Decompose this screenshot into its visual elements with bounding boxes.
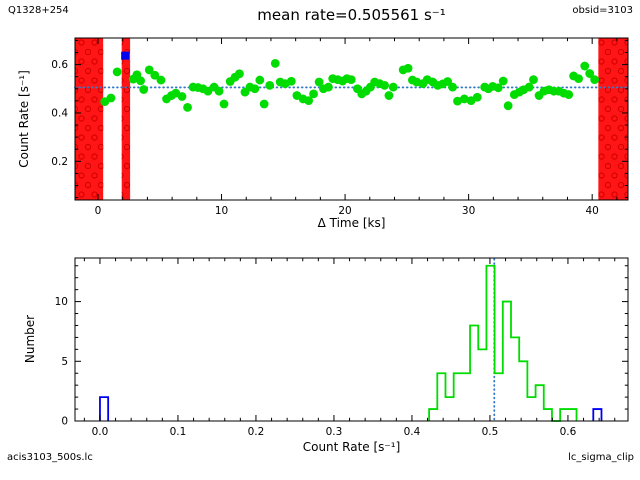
good-rate-point — [183, 102, 192, 112]
good-rate-point — [250, 84, 260, 94]
histogram-spines — [74, 257, 629, 422]
histogram-x-tick-label: 0.5 — [482, 426, 499, 438]
good-rate-point — [259, 99, 269, 109]
good-rate-point — [323, 82, 333, 92]
histogram-axes: 0.0 0.1 0.2 0.3 0.4 0.5 0.6 0 5 10 — [55, 257, 629, 438]
tool-name: lc_sigma_clip — [568, 452, 634, 463]
good-rate-point — [139, 85, 149, 94]
good-rate-point — [524, 82, 534, 92]
obsid-label: obsid=3103 — [572, 5, 633, 16]
good-rate-point — [177, 92, 187, 101]
lightcurve-y-tick-label: 0.2 — [51, 156, 68, 168]
good-rate-point — [459, 94, 469, 104]
good-rate-point — [384, 91, 394, 100]
histogram-y-tick-label: 5 — [61, 356, 68, 368]
clipped-rate-bin — [99, 396, 110, 421]
excluded-time-band-hatch — [75, 38, 104, 200]
good-rate-point — [214, 86, 224, 96]
histogram-x-axis-label: Count Rate [s⁻¹] — [302, 440, 401, 454]
good-rate-point — [590, 75, 600, 84]
lightcurve-y-tick-label: 0.6 — [51, 59, 68, 71]
lightcurve-filename: acis3103_500s.lc — [7, 452, 93, 463]
histogram-x-tick-label: 0.4 — [404, 426, 421, 438]
good-rate-point — [309, 89, 318, 99]
histogram-x-tick-label: 0.1 — [170, 426, 187, 438]
lightcurve-x-tick-label: 0 — [95, 205, 102, 217]
histogram-x-tick-label: 0.6 — [560, 426, 577, 438]
good-rate-point — [255, 75, 265, 85]
good-rate-point — [235, 69, 244, 79]
excluded-time-band-hatch — [598, 38, 628, 200]
clipped-rate-point — [121, 51, 130, 60]
good-rate-point — [156, 75, 166, 85]
lightcurve-axes: 0 10 20 30 40 0.2 0.4 0.6 — [51, 37, 629, 217]
histogram-x-tick-label: 0.2 — [248, 426, 265, 438]
good-rate-point — [219, 99, 229, 109]
good-rate-point — [304, 96, 314, 106]
lightcurve-y-axis-label: Count Rate [s⁻¹] — [17, 70, 31, 168]
good-rate-point — [585, 69, 595, 78]
lightcurve-y-tick-label: 0.4 — [51, 107, 68, 119]
good-rate-point — [265, 80, 275, 90]
lightcurve-x-tick-label: 40 — [585, 205, 598, 217]
histogram-x-tick-label: 0.0 — [92, 426, 109, 438]
histogram-y-tick-label: 10 — [55, 296, 68, 308]
good-rate-point — [136, 76, 146, 86]
good-rate-point — [453, 96, 462, 106]
good-rate-point — [150, 70, 160, 80]
good-rate-point — [448, 82, 457, 92]
histogram-x-tick-label: 0.3 — [326, 426, 343, 438]
good-rate-point — [564, 90, 574, 99]
good-rate-point — [503, 101, 513, 111]
good-rate-point — [203, 86, 213, 96]
good-rate-point — [580, 61, 590, 71]
good-rate-histogram — [428, 264, 578, 422]
good-rate-point — [314, 77, 324, 87]
lightcurve-x-tick-label: 30 — [462, 205, 475, 217]
lightcurve-x-axis-label: Δ Time [ks] — [317, 216, 386, 230]
good-rate-point — [529, 75, 538, 84]
histogram-y-tick-label: 0 — [61, 416, 68, 428]
good-rate-point — [112, 67, 122, 77]
lightcurve-x-tick-label: 10 — [215, 205, 228, 217]
clipped-rate-bin — [592, 408, 603, 421]
good-rate-point — [574, 74, 583, 84]
good-rate-point — [472, 92, 482, 102]
excluded-time-band-hatch — [121, 38, 131, 200]
lightcurve-spines — [74, 37, 629, 201]
good-rate-point — [144, 65, 154, 75]
good-rate-point — [286, 76, 296, 86]
histogram-panel — [99, 258, 603, 422]
good-rate-point — [498, 76, 508, 86]
lightcurve-x-tick-label: 20 — [338, 205, 351, 217]
mean-rate-title: mean rate=0.505561 s⁻¹ — [257, 6, 446, 24]
good-rate-point — [346, 75, 356, 84]
target-label: Q1328+254 — [8, 5, 69, 16]
good-rate-point — [380, 80, 390, 90]
good-rate-point — [493, 83, 503, 93]
good-rate-point — [270, 58, 280, 68]
good-rate-point — [403, 63, 413, 73]
histogram-y-axis-label: Number — [23, 314, 37, 364]
good-rate-point — [106, 93, 116, 103]
good-rate-point — [388, 82, 398, 92]
lightcurve-panel — [74, 38, 629, 200]
